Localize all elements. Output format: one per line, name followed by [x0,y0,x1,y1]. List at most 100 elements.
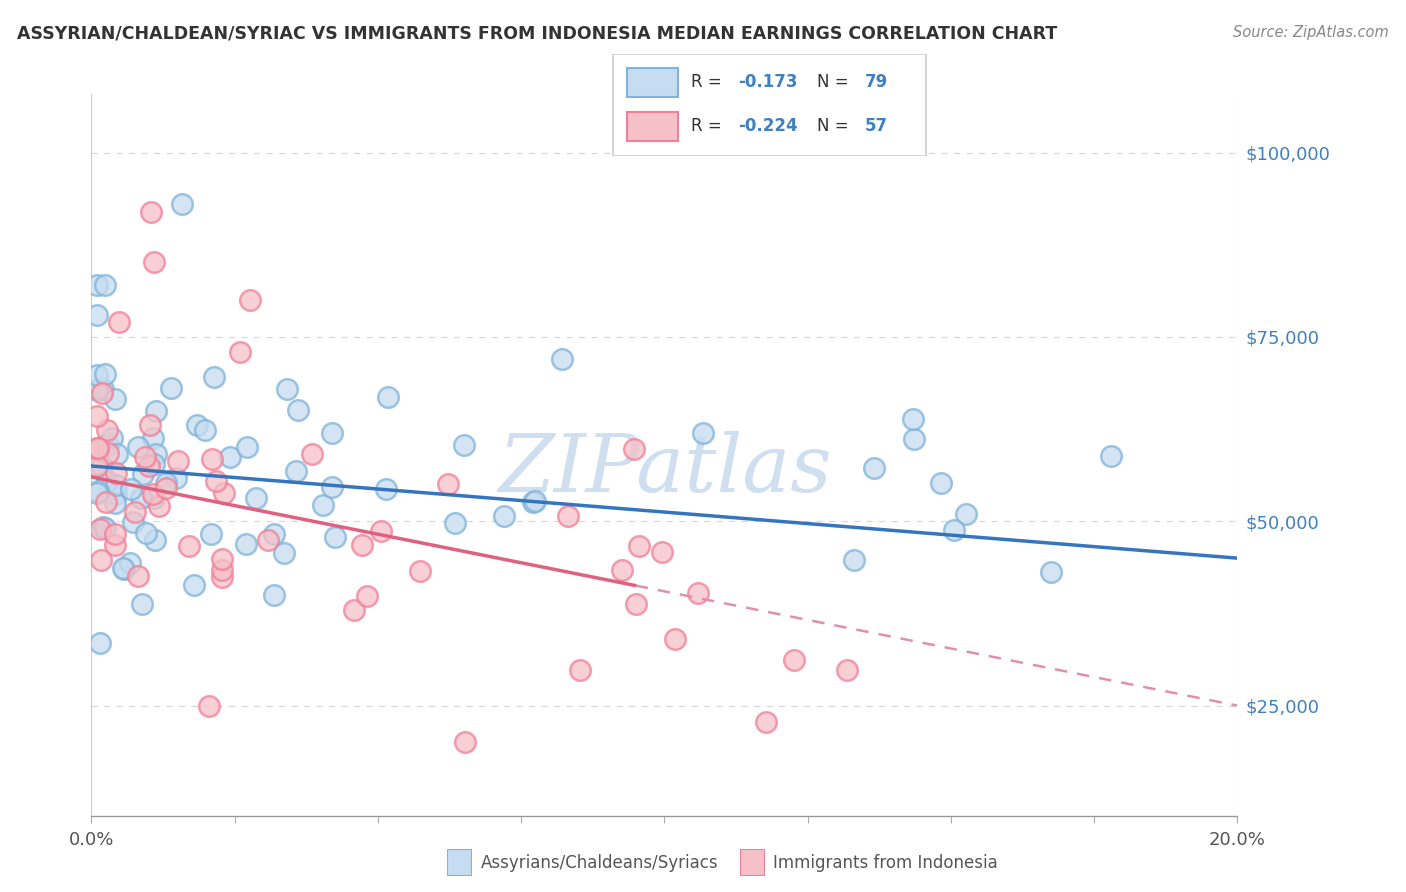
Point [91,382,114,396]
Point [523,494,546,508]
Point [409,564,432,578]
Text: ASSYRIAN/CHALDEAN/SYRIAC VS IMMIGRANTS FROM INDONESIA MEDIAN EARNINGS CORRELATIO: ASSYRIAN/CHALDEAN/SYRIAC VS IMMIGRANTS F… [17,25,1057,43]
Point [155,482,177,496]
Point [569,663,592,677]
Text: Immigrants from Indonesia: Immigrants from Indonesia [773,855,998,872]
Point [111,560,134,574]
Point [610,563,633,577]
Point [323,530,346,544]
Point [94,367,117,381]
Point [443,516,465,531]
Point [167,454,190,468]
Point [321,425,343,440]
Point [97,438,120,452]
Point [284,464,307,478]
Bar [627,112,678,141]
Point [142,255,165,269]
Point [104,527,127,541]
Point [155,475,177,490]
Point [145,447,167,461]
Point [212,486,235,500]
Point [276,382,298,396]
Point [863,460,886,475]
Point [186,418,208,433]
Point [686,586,709,600]
Point [183,578,205,592]
Point [90,553,112,567]
Point [377,391,399,405]
Bar [627,68,678,96]
Point [165,471,187,485]
Point [112,561,135,575]
Text: R =: R = [690,73,727,91]
Point [86,409,108,423]
Point [143,457,166,471]
Point [142,431,165,445]
Point [86,278,108,293]
Point [105,487,128,501]
Point [148,499,170,513]
Point [94,521,117,535]
Point [256,533,278,547]
Point [89,522,111,536]
Point [236,440,259,454]
Point [651,545,673,559]
Point [245,491,267,506]
Point [955,507,977,521]
Point [96,423,118,437]
Point [238,293,260,307]
Point [94,278,117,293]
Point [159,381,181,395]
Point [551,352,574,367]
Point [105,466,128,480]
Point [205,474,228,488]
Point [942,523,965,537]
Point [94,494,117,508]
Point [120,556,142,570]
Point [370,524,392,538]
Point [138,458,160,473]
Point [437,477,460,491]
Point [93,439,115,453]
Point [903,432,925,446]
Point [127,568,149,582]
Point [901,412,924,426]
Point [120,482,142,496]
Point [1040,565,1063,579]
Point [194,424,217,438]
Point [105,447,128,461]
Point [122,515,145,529]
Point [200,527,222,541]
Point [198,698,221,713]
Point [301,447,323,461]
Point [453,438,475,452]
Point [131,597,153,611]
Point [356,589,378,603]
Point [108,315,131,329]
Point [692,425,714,440]
Point [86,441,108,455]
Text: 79: 79 [865,73,889,91]
Point [664,632,686,646]
Text: ZIPatlas: ZIPatlas [498,431,831,508]
Point [104,538,127,552]
Point [86,458,108,473]
Point [211,564,233,578]
Text: R =: R = [690,118,727,136]
Point [143,533,166,547]
Point [177,540,200,554]
Point [211,569,233,583]
Point [218,450,240,465]
Point [91,386,114,401]
Point [321,479,343,493]
Point [87,442,110,457]
Text: 57: 57 [865,118,887,136]
Point [263,588,285,602]
Point [87,483,110,498]
Point [86,383,108,397]
Point [201,451,224,466]
Point [86,308,108,322]
Point [211,551,233,566]
Point [127,440,149,454]
Text: Source: ZipAtlas.com: Source: ZipAtlas.com [1233,25,1389,40]
